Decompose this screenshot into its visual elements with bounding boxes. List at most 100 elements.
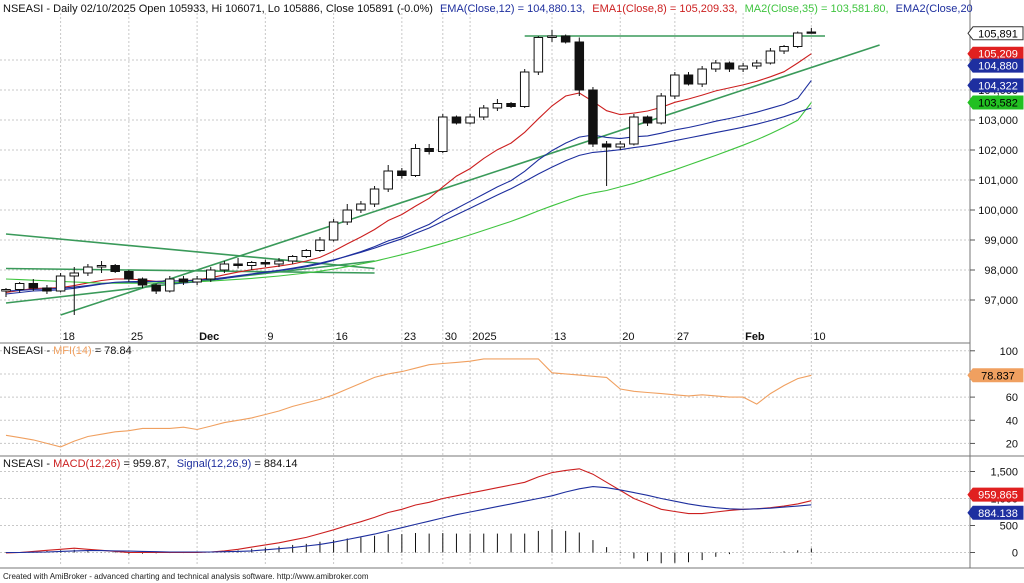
candle-body [260,262,271,265]
macd-value-badge [967,487,1024,502]
candle-body [479,107,489,118]
candle-body [683,74,694,85]
candle-body [533,37,544,73]
candle-body [574,41,585,91]
candle-body [656,95,666,124]
candle-body [151,284,161,292]
x-tick-label: 9 [267,331,273,343]
candle-body [206,269,216,280]
candle-body [779,46,789,52]
candle-body [588,89,598,145]
candle-body [410,148,421,176]
signal-value-badge [967,505,1024,520]
candle-body [438,116,448,152]
trendline [5,233,375,270]
candle-body [192,278,202,283]
price-value-badge [967,26,1024,41]
signal-line [6,486,812,554]
candle-body [615,143,625,148]
mfi-panel-header: NSEASI - MFI(14) = 78.84 [3,345,132,357]
candle-body [342,209,352,223]
mfi-y-tick-label: 100 [1000,346,1018,358]
x-tick-label: Feb [745,331,765,343]
macd-panel-header: NSEASI - MACD(12,26) = 959.87, Signal(12… [3,458,297,470]
candle-body [724,62,735,70]
mfi-header-value: = 78.84 [95,345,132,357]
candle-body [219,263,230,271]
mfi-grid [0,350,969,444]
candle-body [465,116,475,124]
candle-body [506,103,516,107]
candle-body [806,31,817,34]
price-grid [0,13,969,566]
x-tick-label: 18 [63,331,75,343]
candle-body [178,278,189,283]
candle-body [697,68,707,85]
macd-y-tick-label: 500 [1000,521,1018,533]
macd-y-tick-label: 1,500 [990,467,1018,479]
candle-body [792,32,803,47]
price-value-badge-text: 104,322 [978,80,1018,92]
price-y-tick-label: 101,000 [978,175,1018,187]
candle-body [765,50,776,64]
x-tick-label: 10 [813,331,825,343]
candle-body [1,289,11,292]
x-tick-label: 25 [131,331,143,343]
price-value-badge [967,58,1024,73]
candle-body [315,239,325,251]
price-y-tick-label: 102,000 [978,145,1018,157]
mfi-line [5,358,812,448]
candlesticks [1,27,817,315]
mfi-line [5,358,812,448]
macd-header-label: MACD(12,26) [53,458,120,470]
price-y-tick-label: 99,000 [984,235,1018,247]
macd-line [5,468,812,554]
price-panel-header: NSEASI - Daily 02/10/2025 Open 105933, H… [3,3,973,15]
mfi-y-tick-label: 20 [1006,438,1018,450]
ma35-header: MA2(Close,35) = 103,581.80, [745,3,889,15]
x-tick-label: 13 [554,331,566,343]
candle-body [83,266,93,274]
macd-header-value: = 959.87, [123,458,169,470]
candle-body [69,272,79,277]
price-value-badge [967,95,1024,110]
candle-body [328,221,339,241]
footer-credit: Created with AmiBroker - advanced charti… [3,572,369,581]
macd-histogram [5,529,812,564]
candle-body [519,71,530,107]
price-y-tick-label: 100,000 [978,205,1018,217]
x-tick-label: Dec [199,331,219,343]
macd-value-badge-text: 959.865 [978,490,1018,502]
candle-body [492,103,503,109]
candle-body [96,265,107,268]
candle-body [287,256,298,262]
candle-body [601,143,612,148]
signal-header-label: Signal(12,26,9) [177,458,252,470]
candle-body [165,278,175,292]
candle-body [28,283,39,289]
macd-lines [5,468,812,554]
x-tick-label: 23 [404,331,416,343]
x-tick-label: 30 [445,331,457,343]
candle-body [369,188,380,205]
price-value-badge [967,46,1024,61]
candle-body [560,35,571,43]
candle-body [642,116,653,124]
candle-body [547,35,557,38]
candle-body [55,275,66,292]
ema12-header: EMA(Close,12) = 104,880.13, [440,3,585,15]
candle-body [711,62,721,70]
candle-body [42,287,52,292]
price-y-tick-label: 103,000 [978,115,1018,127]
candle-body [424,148,434,152]
candle-body [629,116,639,145]
signal-header-value: = 884.14 [254,458,297,470]
x-tick-label: 27 [677,331,689,343]
price-value-badge-text: 104,880 [978,61,1018,73]
candle-body [124,271,134,280]
candle-body [670,74,680,97]
candle-body [233,263,243,266]
candle-body [752,62,762,67]
price-value-badge-text: 103,582 [978,98,1018,110]
